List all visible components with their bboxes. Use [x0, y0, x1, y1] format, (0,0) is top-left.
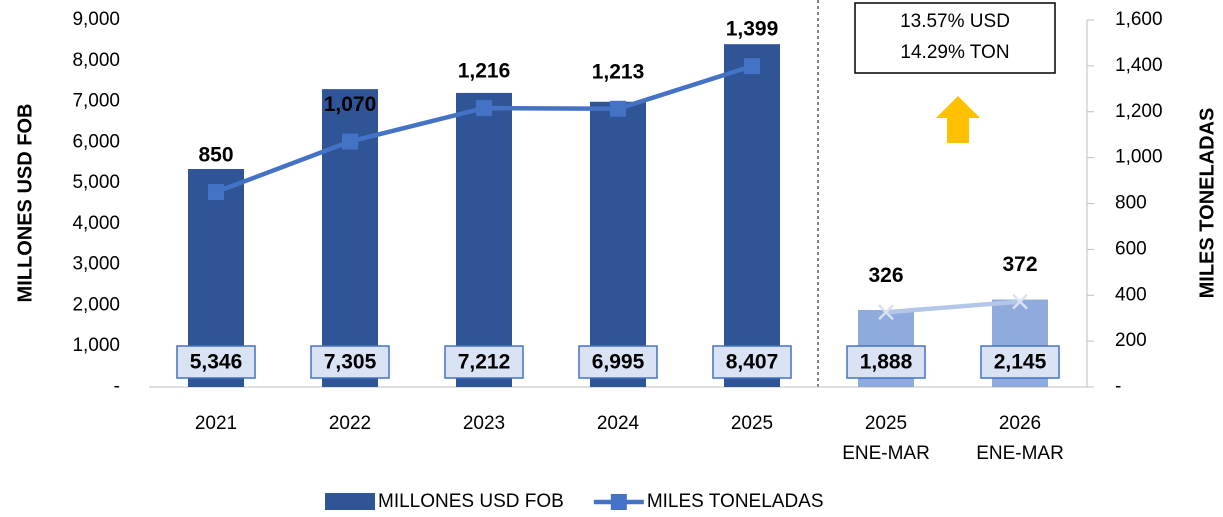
line	[885, 299, 1021, 315]
x-tick-label: 2026	[999, 413, 1041, 434]
marker	[342, 133, 358, 150]
marker	[1012, 293, 1028, 310]
line-value-label: 372	[1002, 253, 1037, 276]
annotation-line: 13.57% USD	[900, 11, 1010, 32]
value-label-box	[712, 345, 792, 379]
bar-value-label: 6,995	[592, 351, 645, 374]
y-tick-label: 7,000	[72, 91, 120, 112]
marker	[744, 58, 760, 75]
y2-axis-label: MILES TONELADAS	[1196, 108, 1218, 299]
y2-tick-label: -	[1115, 376, 1121, 397]
y-tick-label: 2,000	[72, 294, 120, 315]
y2-tick-label: 400	[1115, 284, 1147, 305]
x-tick-label: 2025	[731, 413, 773, 434]
y2-tick-label: 600	[1115, 238, 1147, 259]
x-tick-label: 2025	[865, 413, 907, 434]
value-label-box	[176, 345, 256, 379]
bar-value-label: 8,407	[726, 351, 779, 374]
x-tick-label: ENE-MAR	[842, 443, 930, 464]
y2-tick-label: 200	[1115, 330, 1147, 351]
up-arrow	[936, 96, 980, 143]
bar	[590, 101, 646, 387]
marker	[476, 100, 492, 117]
value-label-box	[310, 345, 390, 379]
line-value-label: 1,216	[458, 60, 511, 83]
bar-value-label: 5,346	[190, 351, 243, 374]
y2-tick-label: 1,400	[1115, 55, 1163, 76]
bar-value-label: 7,305	[324, 351, 377, 374]
x-tick-label: ENE-MAR	[976, 443, 1064, 464]
line-value-label: 1,399	[726, 18, 779, 41]
y2-tick-label: 1,200	[1115, 101, 1163, 122]
y-tick-label: 3,000	[72, 254, 120, 275]
annotation-line: 14.29% TON	[900, 42, 1009, 63]
value-label-box	[980, 345, 1060, 379]
marker	[208, 184, 224, 201]
line-value-label: 850	[198, 144, 233, 167]
marker	[878, 304, 894, 321]
y2-tick-label: 800	[1115, 193, 1147, 214]
legend-swatch	[325, 493, 375, 510]
y-tick-label: 5,000	[72, 172, 120, 193]
y2-tick-label: 1,600	[1115, 9, 1163, 30]
y-axis-label: MILLONES USD FOB	[14, 104, 36, 303]
y-tick-label: -	[114, 376, 120, 397]
x-tick-label: 2023	[463, 413, 505, 434]
line-value-label: 326	[868, 264, 903, 287]
annotation-box	[854, 2, 1056, 74]
bar	[456, 92, 512, 387]
legend-swatch	[610, 494, 627, 510]
y-tick-label: 8,000	[72, 50, 120, 71]
legend-label: MILES TONELADAS	[647, 491, 824, 512]
marker	[610, 100, 626, 117]
line-value-label: 1,070	[324, 93, 377, 116]
x-tick-label: 2024	[597, 413, 640, 434]
line-value-label: 1,213	[592, 60, 645, 83]
x-tick-label: 2022	[329, 413, 371, 434]
legend-label: MILLONES USD FOB	[378, 491, 564, 512]
x-tick-label: 2021	[195, 413, 237, 434]
bar	[724, 44, 780, 388]
y-tick-label: 9,000	[72, 9, 120, 30]
bar-value-label: 7,212	[458, 351, 511, 374]
bar-value-label: 1,888	[860, 351, 913, 374]
y2-tick-label: 1,000	[1115, 147, 1163, 168]
bar-value-label: 2,145	[994, 351, 1047, 374]
value-label-box	[578, 345, 658, 379]
y-tick-label: 6,000	[72, 131, 120, 152]
value-label-box	[846, 345, 926, 379]
y-tick-label: 4,000	[72, 213, 120, 234]
y-tick-label: 1,000	[72, 335, 120, 356]
value-label-box	[444, 345, 524, 379]
